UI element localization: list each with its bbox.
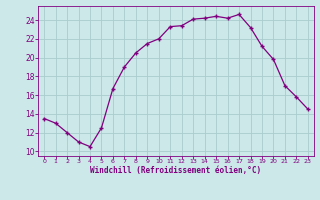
X-axis label: Windchill (Refroidissement éolien,°C): Windchill (Refroidissement éolien,°C) <box>91 166 261 175</box>
